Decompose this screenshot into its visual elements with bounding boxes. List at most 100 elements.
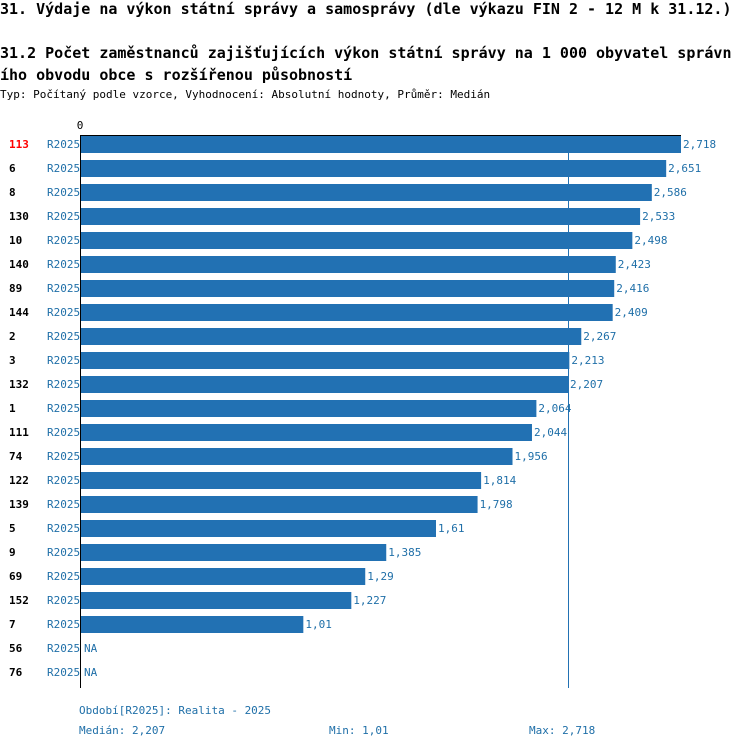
series-label: R2025 [47,378,80,391]
data-label: 2,533 [642,210,675,223]
series-label: R2025 [47,402,80,415]
data-label: NA [84,666,98,679]
bar [80,592,352,609]
footer-median: Medián: 2,207 [79,724,166,737]
category-label: 10 [9,234,22,247]
data-label: 1,01 [305,618,332,631]
data-label: 1,385 [388,546,421,559]
series-label: R2025 [47,354,80,367]
category-label: 89 [9,282,22,295]
category-label: 76 [9,666,23,679]
bar [80,424,532,441]
category-label: 130 [9,210,29,223]
series-label: R2025 [47,234,80,247]
bar [80,256,616,273]
bar [80,208,641,225]
data-label: 1,956 [515,450,548,463]
category-label: 144 [9,306,29,319]
bar [80,520,437,537]
category-label: 113 [9,138,29,151]
bar [80,328,582,345]
footer-period: Období[R2025]: Realita - 2025 [79,704,272,717]
bar [80,376,569,393]
category-label: 2 [9,330,16,343]
series-label: R2025 [47,642,80,655]
chart-meta: Typ: Počítaný podle vzorce, Vyhodnocení:… [0,88,491,101]
category-label: 56 [9,642,23,655]
data-label: 1,798 [480,498,513,511]
data-label: 1,227 [353,594,386,607]
bar [80,544,387,561]
series-label: R2025 [47,450,80,463]
category-label: 69 [9,570,22,583]
data-label: 2,498 [634,234,667,247]
data-label: 1,61 [438,522,465,535]
data-label: 2,423 [618,258,651,271]
data-label: 2,409 [615,306,648,319]
category-label: 122 [9,474,29,487]
category-label: 8 [9,186,16,199]
series-label: R2025 [47,546,80,559]
category-label: 111 [9,426,29,439]
category-label: 132 [9,378,29,391]
series-label: R2025 [47,474,80,487]
data-label: 2,064 [538,402,571,415]
bar [80,280,615,297]
series-label: R2025 [47,282,80,295]
series-label: R2025 [47,162,80,175]
bar [80,448,513,465]
footer-max: Max: 2,718 [529,724,596,737]
data-label: 2,213 [571,354,604,367]
series-label: R2025 [47,618,80,631]
category-label: 3 [9,354,16,367]
category-label: 6 [9,162,16,175]
category-label: 5 [9,522,16,535]
category-label: 140 [9,258,29,271]
data-label: 2,416 [616,282,649,295]
category-label: 9 [9,546,16,559]
axis-zero-label: 0 [77,119,84,132]
series-label: R2025 [47,138,80,151]
category-label: 74 [9,450,23,463]
bar [80,400,537,417]
series-label: R2025 [47,522,80,535]
series-label: R2025 [47,426,80,439]
bar [80,232,633,249]
bar [80,304,613,321]
category-label: 152 [9,594,29,607]
series-label: R2025 [47,186,80,199]
data-label: 2,267 [583,330,616,343]
data-label: 2,044 [534,426,567,439]
bar [80,616,304,633]
bar [80,472,482,489]
data-label: 2,586 [654,186,687,199]
data-label: 1,29 [367,570,394,583]
data-label: NA [84,642,98,655]
bar [80,136,681,153]
chart-title-line-1: 31.2 Počet zaměstnanců zajišťujících výk… [0,44,732,62]
category-label: 1 [9,402,16,415]
data-label: 2,718 [683,138,716,151]
chart-title: 31.2 Počet zaměstnanců zajišťujících výk… [0,42,750,86]
series-label: R2025 [47,666,80,679]
data-label: 2,651 [668,162,701,175]
series-label: R2025 [47,594,80,607]
footer-min: Min: 1,01 [329,724,389,737]
category-label: 139 [9,498,29,511]
page-title: 31. Výdaje na výkon státní správy a samo… [0,0,732,18]
bar [80,352,570,369]
series-label: R2025 [47,498,80,511]
chart-title-line-2: ího obvodu obce s rozšířenou působností [0,66,353,84]
bar [80,160,667,177]
bar [80,496,478,513]
bar [80,568,366,585]
series-label: R2025 [47,258,80,271]
category-label: 7 [9,618,16,631]
bar [80,184,652,201]
series-label: R2025 [47,210,80,223]
data-label: 2,207 [570,378,603,391]
series-label: R2025 [47,306,80,319]
series-label: R2025 [47,570,80,583]
series-label: R2025 [47,330,80,343]
